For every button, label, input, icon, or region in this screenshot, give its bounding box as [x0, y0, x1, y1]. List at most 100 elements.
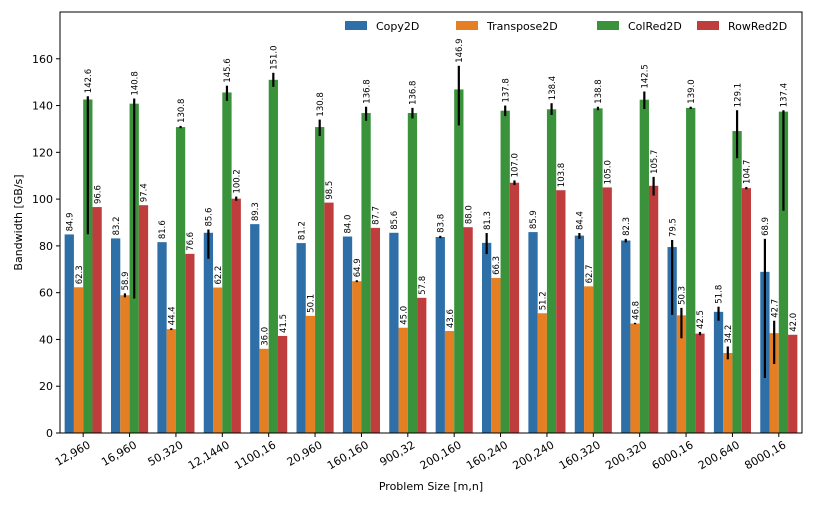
bar-value-label: 85.6: [205, 208, 215, 227]
bar-value-label: 84.0: [344, 215, 354, 234]
bar-rowred2d-6: [370, 227, 380, 433]
bar-value-label: 50.1: [307, 294, 317, 313]
bar-rowred2d-0: [92, 207, 102, 433]
legend-swatch: [697, 21, 719, 30]
plot-frame: [59, 11, 803, 434]
bar-rowred2d-8: [463, 227, 473, 433]
bar-value-label: 64.9: [353, 258, 363, 277]
bar-value-label: 151.0: [270, 45, 280, 69]
bar-rowred2d-4: [277, 335, 288, 433]
y-tick-label: 20: [39, 380, 53, 393]
bar-value-label: 84.9: [65, 212, 75, 231]
legend: Copy2D Transpose2D ColRed2D RowRed2D: [345, 20, 787, 33]
x-tick-label: 900,32: [377, 438, 417, 469]
bar-value-label: 100.2: [232, 169, 242, 193]
bar-transpose2d-13: [676, 315, 687, 433]
bar-value-label: 34.2: [724, 325, 734, 344]
bar-transpose2d-10: [537, 313, 547, 433]
bar-copy2d-7: [389, 232, 399, 433]
bar-value-label: 107.0: [511, 153, 521, 177]
bar-value-label: 44.4: [168, 306, 178, 325]
x-tick-label: 160,240: [464, 438, 510, 472]
bar-value-label: 42.7: [770, 299, 780, 318]
bar-value-label: 85.6: [390, 211, 400, 230]
x-tick-label: 200,240: [511, 438, 557, 472]
bar-value-label: 58.9: [121, 271, 131, 290]
x-tick-label: 200,320: [603, 438, 649, 472]
bar-value-label: 104.7: [743, 160, 753, 184]
x-tick-label: 160,160: [325, 438, 371, 472]
bar-rowred2d-11: [602, 187, 612, 433]
bar-colred2d-14: [732, 131, 742, 434]
x-tick-label: 12,960: [53, 438, 93, 469]
bar-copy2d-10: [528, 232, 538, 433]
bar-colred2d-8: [454, 89, 464, 434]
bar-value-label: 142.5: [641, 64, 651, 88]
bar-value-label: 97.4: [140, 183, 150, 202]
bar-colred2d-10: [546, 109, 557, 434]
bar-copy2d-11: [574, 235, 585, 433]
bar-colred2d-5: [315, 127, 325, 433]
bar-transpose2d-4: [259, 348, 269, 433]
bar-value-label: 142.6: [84, 69, 94, 93]
bar-copy2d-8: [435, 237, 445, 433]
bar-value-label: 82.3: [622, 217, 632, 236]
x-tick-label: 20,960: [285, 438, 325, 469]
bar-value-label: 89.3: [251, 202, 261, 221]
y-axis-title: Bandwidth [GB/s]: [12, 174, 25, 270]
bar-labels-layer: 84.9 83.2 81.6 85.6 89.3 81.2 84.0 85.6 83.8 81.3…: [65, 38, 798, 345]
bar-value-label: 57.8: [418, 276, 428, 295]
bar-transpose2d-6: [352, 281, 362, 433]
legend-label: ColRed2D: [628, 20, 682, 33]
bar-transpose2d-11: [584, 286, 594, 433]
bar-colred2d-12: [639, 99, 649, 434]
bar-value-label: 51.8: [715, 285, 725, 304]
bar-value-label: 83.8: [436, 214, 446, 233]
bar-value-label: 130.8: [316, 92, 326, 116]
bar-rowred2d-3: [231, 198, 241, 433]
x-tick-label: 1100,16: [232, 438, 278, 472]
x-tick-label: 8000,16: [742, 438, 788, 472]
legend-swatch: [597, 21, 619, 30]
y-tick-label: 60: [39, 287, 53, 300]
x-tick-label: 16,960: [99, 438, 139, 469]
bar-value-label: 36.0: [260, 327, 270, 346]
bar-value-label: 51.2: [539, 291, 549, 310]
bar-transpose2d-7: [398, 327, 408, 433]
y-tick-label: 140: [32, 100, 53, 113]
bar-rowred2d-1: [138, 205, 149, 433]
bar-value-label: 145.6: [223, 58, 233, 82]
y-tick-label: 0: [46, 427, 53, 440]
bar-transpose2d-3: [213, 287, 223, 433]
bars-layer: [64, 79, 798, 434]
bar-value-label: 130.8: [177, 99, 187, 123]
bar-colred2d-6: [361, 113, 371, 433]
bar-copy2d-6: [342, 236, 353, 433]
bar-value-label: 62.7: [585, 264, 595, 283]
legend-label: Copy2D: [376, 20, 419, 33]
bar-transpose2d-5: [305, 315, 316, 433]
bar-rowred2d-10: [556, 190, 566, 433]
bar-value-label: 84.4: [576, 211, 586, 230]
bar-copy2d-2: [157, 242, 167, 433]
bar-copy2d-13: [667, 247, 677, 433]
bar-value-label: 41.5: [279, 314, 289, 333]
bar-value-label: 96.6: [93, 185, 103, 204]
bar-value-label: 136.8: [362, 79, 372, 103]
bar-copy2d-1: [111, 238, 121, 433]
bar-value-label: 43.6: [446, 309, 456, 328]
bar-value-label: 46.8: [631, 301, 641, 320]
bar-rowred2d-13: [695, 333, 705, 433]
bar-transpose2d-12: [630, 323, 640, 433]
bar-rowred2d-14: [741, 188, 751, 433]
bar-value-label: 42.5: [696, 310, 706, 329]
error-bars-layer: [86, 65, 785, 379]
bar-value-label: 88.0: [464, 205, 474, 224]
bar-value-label: 87.7: [372, 206, 382, 225]
legend-swatch: [456, 21, 478, 30]
bar-rowred2d-7: [417, 297, 427, 433]
bar-value-label: 137.8: [501, 78, 511, 102]
bar-copy2d-12: [621, 240, 631, 433]
bar-value-label: 42.0: [789, 313, 799, 332]
